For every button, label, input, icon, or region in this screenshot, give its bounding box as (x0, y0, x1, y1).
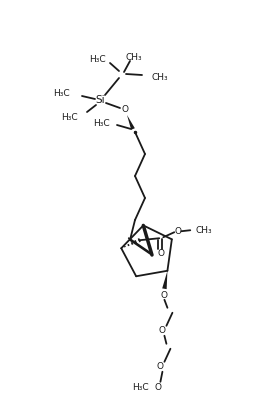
Polygon shape (162, 271, 167, 289)
Text: O: O (158, 249, 165, 258)
Text: O: O (155, 383, 162, 392)
Text: O: O (159, 326, 166, 335)
Text: H₃C: H₃C (54, 89, 70, 98)
Text: CH₃: CH₃ (195, 226, 212, 235)
Text: O: O (157, 362, 164, 371)
Text: O: O (161, 291, 168, 300)
Text: CH₃: CH₃ (126, 52, 142, 62)
Text: H₃C: H₃C (93, 120, 110, 129)
Text: O: O (175, 227, 182, 236)
Text: CH₃: CH₃ (152, 73, 169, 81)
Polygon shape (127, 115, 135, 130)
Text: O: O (122, 106, 128, 114)
Text: H₃C: H₃C (61, 114, 78, 123)
Text: H₃C: H₃C (89, 56, 106, 64)
Text: H₃C: H₃C (132, 383, 149, 392)
Text: Si: Si (95, 95, 105, 105)
